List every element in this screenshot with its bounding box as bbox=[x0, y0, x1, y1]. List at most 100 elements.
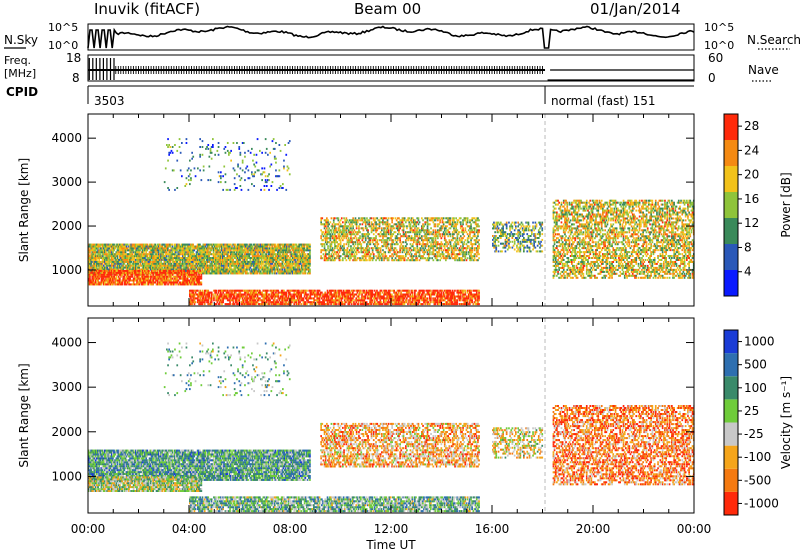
power-cell bbox=[227, 243, 230, 246]
power-cell bbox=[266, 266, 269, 269]
power-cell bbox=[184, 273, 187, 276]
power-cell bbox=[267, 270, 270, 273]
power-cell bbox=[270, 264, 272, 267]
power-cell bbox=[239, 262, 241, 265]
power-cell bbox=[249, 270, 252, 273]
power-cell bbox=[247, 266, 249, 269]
beam-title: Beam 00 bbox=[354, 0, 421, 18]
power-cell bbox=[303, 258, 305, 261]
power-cell bbox=[122, 271, 125, 274]
power-cell bbox=[273, 295, 276, 298]
power-cell bbox=[391, 293, 393, 296]
power-cell bbox=[111, 279, 113, 282]
power-cell bbox=[93, 281, 96, 284]
power-cell bbox=[176, 257, 178, 259]
power-cell bbox=[280, 258, 283, 261]
power-cell bbox=[104, 249, 106, 252]
power-cell bbox=[259, 303, 261, 306]
power-cell bbox=[147, 279, 150, 282]
power-cell bbox=[204, 270, 207, 273]
power-cell bbox=[214, 262, 216, 265]
power-cell bbox=[108, 262, 111, 265]
power-cell bbox=[189, 295, 191, 298]
power-cell bbox=[225, 272, 228, 275]
power-cell bbox=[183, 283, 185, 286]
power-cell bbox=[380, 289, 383, 292]
power-cell bbox=[88, 253, 90, 256]
power-cell bbox=[97, 247, 99, 250]
power-cell bbox=[146, 255, 149, 258]
power-cell bbox=[259, 299, 261, 302]
power-cell bbox=[128, 281, 130, 284]
power-cell bbox=[165, 245, 168, 248]
power-cell bbox=[128, 260, 130, 263]
power-cell bbox=[179, 273, 182, 276]
power-cell bbox=[184, 283, 187, 286]
power-cell bbox=[290, 253, 293, 256]
power-cell bbox=[215, 270, 217, 273]
power-cell bbox=[288, 266, 291, 269]
power-cell bbox=[116, 253, 119, 256]
power-cell bbox=[191, 291, 193, 294]
power-cell bbox=[408, 291, 410, 294]
power-cell bbox=[130, 271, 133, 274]
power-cell bbox=[106, 277, 109, 280]
power-cell bbox=[131, 283, 134, 286]
power-cell bbox=[250, 257, 253, 259]
power-cell bbox=[224, 264, 226, 267]
power-cell bbox=[154, 273, 157, 276]
power-cell bbox=[145, 243, 147, 246]
power-cell bbox=[250, 243, 253, 246]
power-cell bbox=[214, 249, 216, 252]
power-cell bbox=[162, 279, 165, 282]
power-cell bbox=[234, 289, 237, 292]
power-cell bbox=[298, 247, 301, 250]
power-cell bbox=[220, 299, 222, 302]
power-cell bbox=[224, 249, 226, 252]
power-cell bbox=[252, 270, 255, 273]
power-cell bbox=[161, 255, 163, 258]
power-cell bbox=[184, 277, 187, 280]
power-cell bbox=[146, 249, 149, 252]
power-cell bbox=[249, 266, 252, 269]
power-cell bbox=[233, 289, 236, 292]
power-cell bbox=[183, 258, 185, 261]
power-cell bbox=[272, 243, 275, 246]
power-cell bbox=[257, 243, 260, 246]
power-cell bbox=[179, 245, 182, 248]
power-cell bbox=[99, 266, 102, 269]
power-cell bbox=[248, 266, 251, 269]
power-cell bbox=[264, 266, 267, 269]
power-cell bbox=[187, 266, 190, 269]
power-cell bbox=[252, 293, 254, 296]
power-cell bbox=[190, 275, 192, 278]
power-cell bbox=[184, 271, 187, 274]
power-cell bbox=[155, 262, 158, 265]
power-cell bbox=[296, 255, 299, 258]
power-cell bbox=[172, 269, 175, 272]
power-cell bbox=[88, 266, 90, 269]
power-cell bbox=[190, 301, 192, 304]
power-cell bbox=[165, 251, 168, 254]
power-cell bbox=[281, 260, 284, 263]
power-cell bbox=[91, 260, 94, 263]
power-cell bbox=[140, 275, 143, 278]
power-cell bbox=[88, 251, 90, 254]
power-cell bbox=[272, 247, 275, 250]
power-cell bbox=[272, 249, 275, 252]
power-cell bbox=[335, 293, 338, 296]
power-cell bbox=[172, 279, 175, 282]
power-cell bbox=[264, 272, 267, 275]
power-cell bbox=[231, 270, 233, 273]
power-cell bbox=[240, 243, 242, 246]
power-cell bbox=[293, 258, 295, 261]
power-cell bbox=[136, 243, 138, 246]
power-cell bbox=[163, 260, 166, 263]
power-cell bbox=[243, 255, 246, 258]
power-cell bbox=[275, 295, 277, 298]
power-cell bbox=[264, 301, 267, 304]
power-cell bbox=[208, 303, 211, 306]
power-cell bbox=[148, 275, 151, 278]
power-cell bbox=[267, 272, 270, 275]
power-cell bbox=[222, 243, 224, 246]
